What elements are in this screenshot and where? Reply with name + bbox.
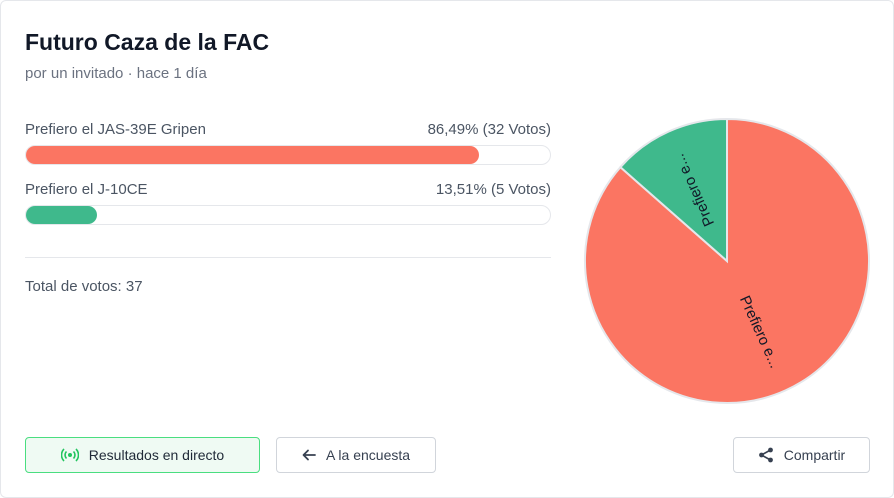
progress-track bbox=[25, 205, 551, 225]
divider bbox=[25, 257, 551, 258]
progress-fill bbox=[26, 146, 480, 164]
live-results-label: Resultados en directo bbox=[88, 447, 225, 463]
progress-track bbox=[25, 145, 551, 165]
broadcast-icon bbox=[60, 448, 79, 462]
option-label: Prefiero el J-10CE bbox=[25, 181, 148, 198]
option-value: 86,49% (32 Votos) bbox=[427, 121, 551, 138]
results-list: Prefiero el JAS-39E Gripen 86,49% (32 Vo… bbox=[25, 121, 551, 241]
poll-subtitle: por un invitado · hace 1 día bbox=[25, 65, 207, 82]
progress-fill bbox=[26, 206, 97, 224]
arrow-left-icon bbox=[302, 449, 316, 461]
result-option-gripen: Prefiero el JAS-39E Gripen 86,49% (32 Vo… bbox=[25, 121, 551, 181]
result-option-j10ce: Prefiero el J-10CE 13,51% (5 Votos) bbox=[25, 181, 551, 241]
results-pie-chart: Prefiero e...Prefiero e... bbox=[584, 117, 870, 404]
live-results-button[interactable]: Resultados en directo bbox=[25, 437, 260, 473]
back-to-poll-label: A la encuesta bbox=[325, 447, 411, 463]
option-label: Prefiero el JAS-39E Gripen bbox=[25, 121, 206, 138]
back-to-poll-button[interactable]: A la encuesta bbox=[276, 437, 436, 473]
total-votes: Total de votos: 37 bbox=[25, 278, 143, 295]
pie-slice bbox=[618, 117, 728, 264]
poll-title: Futuro Caza de la FAC bbox=[25, 29, 270, 55]
share-label: Compartir bbox=[783, 447, 846, 463]
share-icon bbox=[758, 447, 774, 463]
share-button[interactable]: Compartir bbox=[733, 437, 870, 473]
option-value: 13,51% (5 Votos) bbox=[435, 181, 551, 198]
